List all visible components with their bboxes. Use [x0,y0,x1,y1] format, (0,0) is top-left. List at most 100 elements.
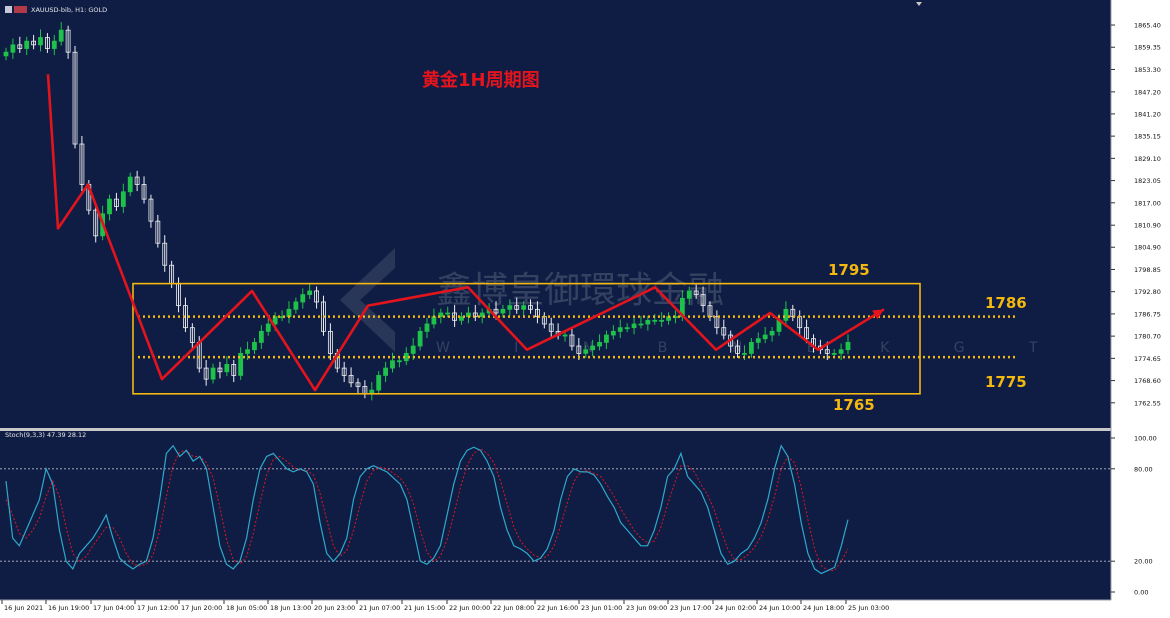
candle [535,301,540,324]
candle [51,34,57,56]
price-levels [132,282,1018,395]
level-label-1795: 1795 [828,261,870,279]
price-panel[interactable] [0,0,1111,428]
time-tick-label: 24 Jun 18:00 [803,604,844,612]
candle [189,323,195,349]
candle [148,194,154,228]
watermark-logo-icon [340,248,395,352]
time-tick-label: 18 Jun 05:00 [226,604,267,612]
price-ticks: 1865.40 1859.35 1853.30 1847.20 1841.20 1835.… [1111,22,1161,407]
candle [79,135,85,192]
time-tick-label: 17 Jun 04:00 [93,604,134,612]
stoch-tick-label: 20.00 [1134,558,1153,566]
candle [714,310,720,335]
zigzag-line [46,74,885,392]
candle [693,284,699,300]
price-tick-label: 1762.55 [1134,399,1161,407]
flag-icon [14,6,27,13]
time-tick-label: 17 Jun 20:00 [181,604,222,612]
candle [755,332,761,349]
candle [700,286,706,313]
stochastic-oscillator [0,444,1111,575]
time-tick-label: 16 Jun 2021 [4,604,43,612]
candle [438,308,444,324]
price-tick-label: 1774.65 [1134,355,1161,363]
price-tick-label: 1768.60 [1134,377,1161,385]
price-tick-label: 1780.70 [1134,333,1161,341]
panel-separator[interactable] [0,428,1170,431]
candle [624,323,630,333]
candlestick-series [3,22,851,401]
candle [327,323,333,361]
chart-title: 黄金1H周期图 [422,69,540,91]
stoch-signal-line [5,448,849,571]
symbol-label: XAUUSD-bib, H1: GOLD [31,6,107,14]
candle [210,363,216,384]
time-tick-label: 22 Jun 08:00 [493,604,534,612]
candle [134,170,140,192]
candle [245,341,250,361]
candle [72,45,78,149]
price-tick-label: 1835.15 [1134,133,1161,141]
candle [45,33,50,53]
candle [838,343,844,361]
price-tick-label: 1847.20 [1134,88,1161,96]
price-tick-label: 1817.00 [1134,199,1161,207]
stoch-main-line [5,444,849,575]
candle [93,203,99,243]
candle [721,319,727,340]
candle [224,356,230,377]
level-label-1775: 1775 [985,373,1027,391]
price-tick-label: 1798.85 [1134,266,1161,274]
candle [38,29,43,52]
price-tick-label: 1841.20 [1134,110,1161,118]
candle [383,361,388,383]
candle [376,371,382,395]
time-axis [0,600,1170,618]
price-axis [1111,0,1170,600]
candle [238,347,244,380]
candle [300,288,306,309]
candle [258,325,264,349]
stoch-tick-label: 80.00 [1134,465,1153,473]
candle [390,352,395,373]
candle [479,308,485,324]
candle [569,328,575,351]
candle [507,299,513,316]
price-tick-label: 1859.35 [1134,44,1161,52]
candle [141,176,147,204]
candle [604,330,609,349]
zigzag-arrow-icon [872,309,884,320]
stoch-panel[interactable] [0,431,1111,600]
candle [114,192,119,211]
time-tick-label: 17 Jun 12:00 [137,604,178,612]
stoch-tick-label: 100.00 [1134,435,1157,443]
time-tick-label: 24 Jun 10:00 [759,604,800,612]
candle [548,317,554,338]
candle [583,345,589,358]
candle [3,47,9,61]
time-tick-label: 21 Jun 15:00 [404,604,445,612]
candle [686,286,692,305]
time-tick-label: 21 Jun 07:00 [359,604,400,612]
candle [521,301,527,316]
candle [265,315,271,336]
candle [590,339,596,357]
candle [107,194,112,221]
time-tick-label: 23 Jun 01:00 [581,604,622,612]
candle [10,38,16,59]
candle [65,25,71,59]
candle [417,326,423,351]
candle [790,304,796,322]
time-tick-label: 20 Jun 23:00 [314,604,355,612]
price-tick-label: 1804.90 [1134,244,1161,252]
symbol-label-group: XAUUSD-bib, H1: GOLD [5,6,107,14]
time-tick-label: 23 Jun 09:00 [626,604,667,612]
candle [514,297,520,314]
stoch-label: Stoch(9,3,3) 47.39 28.12 [5,431,86,439]
time-tick-label: 22 Jun 16:00 [537,604,578,612]
level-label-1765: 1765 [833,396,875,414]
stoch-tick-label: 0.00 [1134,589,1148,597]
chart-shift-marker[interactable] [916,2,922,6]
time-tick-label: 24 Jun 02:00 [715,604,756,612]
